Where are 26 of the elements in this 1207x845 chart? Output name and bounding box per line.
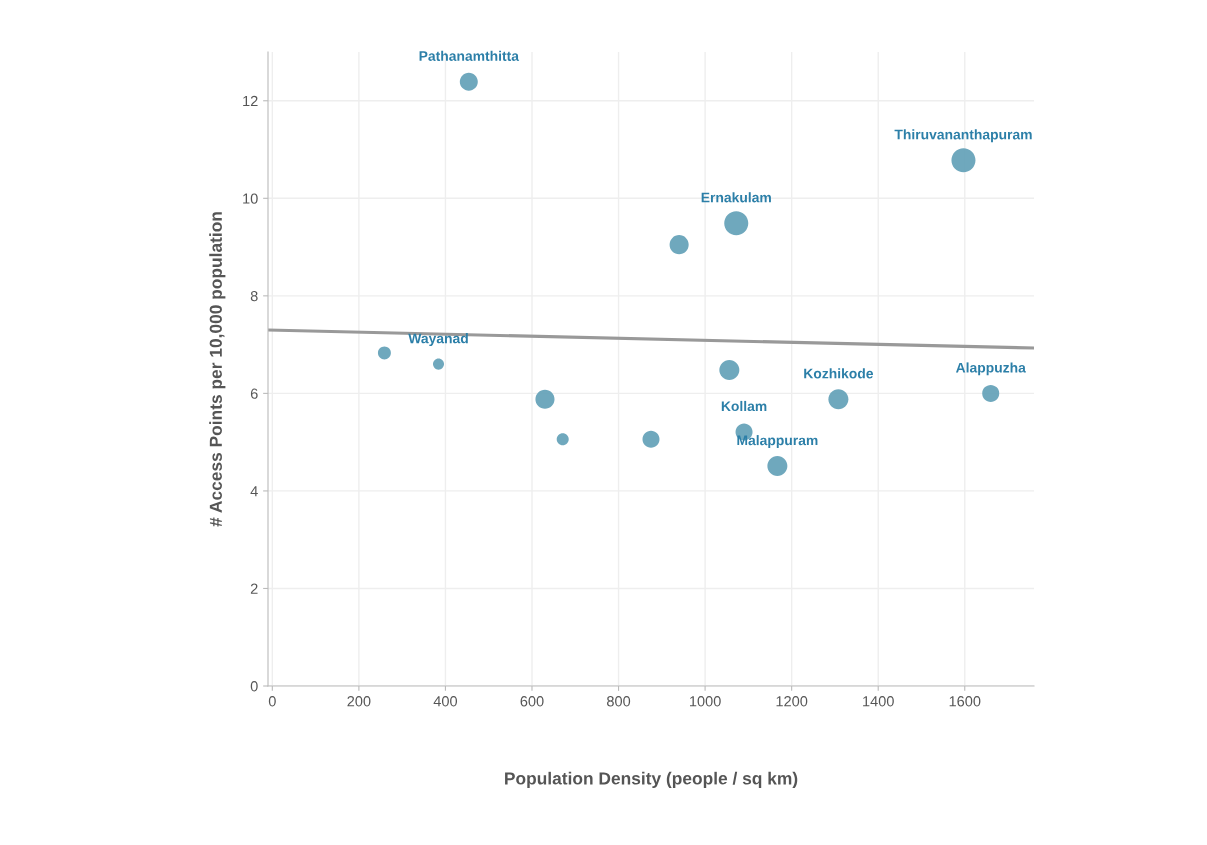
y-tick-label: 6 [250, 388, 258, 399]
annotation: Ernakulam [701, 192, 771, 203]
y-tick-label: 2 [250, 583, 258, 594]
x-tick-label: 800 [607, 696, 631, 707]
x-tick-label: 1400 [863, 696, 894, 707]
annotation: Kollam [721, 400, 767, 412]
y-tick-label: 0 [250, 681, 258, 692]
x-tick-label: 600 [520, 696, 544, 707]
x-tick-label: 1600 [949, 696, 981, 707]
y-tick-label: 12 [243, 95, 258, 107]
x-axis-title: Population Density (people / sq km) [505, 771, 798, 788]
x-tick-label: 200 [347, 696, 371, 707]
x-tick-label: 0 [268, 696, 276, 707]
y-tick-label: 10 [243, 193, 258, 204]
annotation: Wayanad [408, 333, 468, 347]
annotation: Pathanamthitta [419, 50, 520, 61]
annotation: Kozhikode [804, 368, 874, 379]
annotation: Alappuzha [955, 362, 1026, 376]
x-tick-label: 1200 [776, 696, 808, 707]
annotation: Thiruvananthapuram [894, 129, 1032, 143]
annotation: Malappuram [737, 435, 818, 448]
y-axis-title: # Access Points per 10,000 population [209, 212, 226, 527]
x-tick-label: 1000 [689, 696, 721, 707]
x-tick-label: 400 [433, 696, 458, 707]
y-tick-label: 4 [250, 486, 258, 497]
y-tick-label: 8 [250, 290, 258, 302]
